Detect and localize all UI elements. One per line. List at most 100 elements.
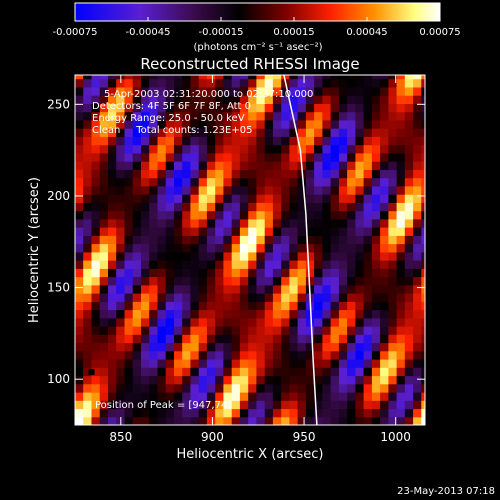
heatmap-cell	[149, 359, 158, 368]
heatmap-cell	[314, 161, 323, 170]
heatmap-cell	[256, 326, 266, 335]
heatmap-cell	[99, 342, 109, 352]
heatmap-cell	[157, 260, 167, 269]
heatmap-cell	[371, 293, 381, 302]
heatmap-cell	[355, 185, 365, 195]
heatmap-cell	[256, 334, 266, 344]
heatmap-cell	[132, 293, 142, 302]
heatmap-cell	[380, 111, 389, 121]
heatmap-cell	[272, 317, 282, 327]
heatmap-cell	[124, 251, 134, 261]
heatmap-cell	[264, 334, 274, 344]
heatmap-cell	[404, 161, 414, 170]
heatmap-cell	[297, 136, 307, 146]
heatmap-cell	[198, 251, 208, 261]
heatmap-cell	[338, 169, 348, 179]
heatmap-cell	[157, 309, 167, 319]
heatmap-cell	[396, 202, 406, 212]
heatmap-cell	[149, 293, 158, 302]
heatmap-cell	[124, 416, 134, 425]
heatmap-cell	[174, 136, 183, 146]
heatmap-cell	[223, 301, 233, 311]
heatmap-cell	[83, 260, 92, 269]
heatmap-cell	[380, 301, 389, 311]
heatmap-cell	[83, 185, 92, 195]
heatmap-cell	[99, 161, 109, 170]
heatmap-cell	[338, 317, 348, 327]
heatmap-cell	[99, 383, 109, 393]
heatmap-cell	[371, 111, 381, 121]
heatmap-cell	[380, 284, 389, 294]
heatmap-cell	[116, 276, 125, 286]
heatmap-cell	[355, 260, 365, 269]
heatmap-cell	[305, 161, 315, 170]
heatmap-cell	[75, 400, 84, 410]
heatmap-cell	[248, 119, 257, 129]
heatmap-cell	[272, 210, 282, 220]
heatmap-cell	[174, 75, 183, 80]
heatmap-cell	[264, 408, 274, 418]
heatmap-cell	[174, 293, 183, 302]
heatmap-cell	[116, 334, 125, 344]
heatmap-cell	[371, 392, 381, 401]
heatmap-cell	[413, 276, 422, 286]
heatmap-cell	[330, 359, 340, 368]
heatmap-cell	[206, 383, 216, 393]
heatmap-cell	[322, 75, 332, 80]
heatmap-cell	[174, 95, 183, 104]
heatmap-cell	[165, 301, 175, 311]
heatmap-cell	[190, 194, 200, 203]
heatmap-cell	[289, 383, 299, 393]
heatmap-cell	[132, 260, 142, 269]
heatmap-cell	[182, 350, 191, 360]
heatmap-cell	[355, 359, 365, 368]
heatmap-cell	[223, 383, 233, 393]
heatmap-cell	[421, 416, 425, 425]
heatmap-cell	[388, 136, 398, 146]
heatmap-cell	[413, 152, 422, 162]
heatmap-cell	[314, 119, 323, 129]
heatmap-cell	[421, 227, 425, 236]
heatmap-cell	[165, 202, 175, 212]
heatmap-cell	[124, 326, 134, 335]
heatmap-cell	[198, 334, 208, 344]
heatmap-cell	[305, 95, 315, 104]
heatmap-cell	[116, 350, 125, 360]
heatmap-cell	[141, 177, 150, 187]
heatmap-cell	[141, 383, 150, 393]
heatmap-cell	[132, 95, 142, 104]
heatmap-cell	[165, 268, 175, 278]
heatmap-cell	[124, 227, 134, 236]
heatmap-cell	[190, 400, 200, 410]
heatmap-cell	[413, 78, 422, 88]
heatmap-cell	[75, 75, 84, 80]
heatmap-cell	[141, 251, 150, 261]
heatmap-cell	[297, 144, 307, 154]
heatmap-cell	[141, 185, 150, 195]
heatmap-cell	[132, 235, 142, 245]
heatmap-cell	[99, 210, 109, 220]
heatmap-cell	[75, 111, 84, 121]
heatmap-cell	[190, 136, 200, 146]
heatmap-cell	[132, 75, 142, 80]
heatmap-cell	[116, 202, 125, 212]
heatmap-cell	[132, 78, 142, 88]
heatmap-cell	[396, 194, 406, 203]
heatmap-cell	[281, 334, 290, 344]
heatmap-cell	[264, 152, 274, 162]
heatmap-cell	[322, 177, 332, 187]
heatmap-cell	[297, 177, 307, 187]
colorbar-tick-label: 0.00045	[346, 27, 387, 38]
heatmap-cell	[421, 268, 425, 278]
heatmap-cell	[314, 408, 323, 418]
heatmap-cell	[75, 194, 84, 203]
heatmap-cell	[272, 144, 282, 154]
heatmap-cell	[305, 375, 315, 385]
heatmap-cell	[371, 276, 381, 286]
heatmap-cell	[83, 416, 92, 425]
heatmap-cell	[108, 194, 117, 203]
heatmap-cell	[314, 78, 323, 88]
heatmap-cell	[264, 128, 274, 137]
heatmap-cell	[182, 276, 191, 286]
heatmap-cell	[289, 359, 299, 368]
